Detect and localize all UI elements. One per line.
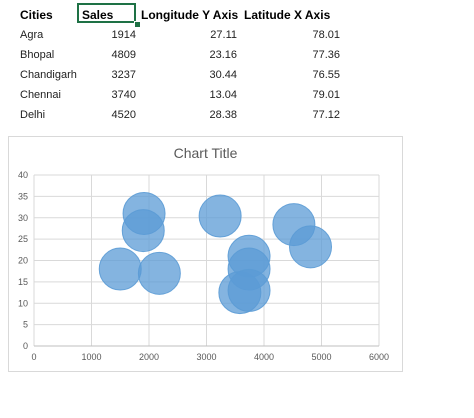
cell-sales[interactable]: 4809 — [111, 49, 136, 61]
cell-city[interactable]: Agra — [20, 29, 44, 41]
plot-area: 0 5 10 15 20 25 30 35 40 0 1000 2000 3000 4000 5000 600… — [18, 170, 389, 362]
cell-latitude[interactable]: 77.12 — [312, 109, 340, 121]
cell-city[interactable]: Chandigarh — [20, 69, 77, 81]
cell-longitude[interactable]: 27.11 — [210, 29, 237, 41]
cell-latitude[interactable]: 78.01 — [312, 29, 340, 41]
cell-longitude[interactable]: 30.44 — [209, 69, 237, 81]
cell-latitude[interactable]: 76.55 — [312, 69, 340, 81]
spreadsheet-grid: Cities Sales Longitude Y Axis Latitude X… — [0, 0, 474, 130]
cell-sales[interactable]: 1914 — [111, 29, 136, 41]
cell-city[interactable]: Delhi — [20, 109, 46, 121]
header-latitude[interactable]: Latitude X Axis — [244, 8, 331, 22]
bubble-point[interactable] — [198, 194, 242, 238]
x-tick-label: 4000 — [254, 352, 274, 362]
bubble-point[interactable] — [137, 251, 181, 295]
y-tick-label: 35 — [18, 191, 28, 201]
y-tick-label: 5 — [23, 320, 28, 330]
y-tick-label: 25 — [18, 234, 28, 244]
cell-latitude[interactable]: 77.36 — [312, 49, 340, 61]
bubble-point[interactable] — [227, 268, 271, 312]
chart-title[interactable]: Chart Title — [173, 145, 238, 161]
cell-sales[interactable]: 3740 — [111, 89, 136, 101]
cell-latitude[interactable]: 79.01 — [312, 89, 340, 101]
y-tick-label: 30 — [18, 213, 28, 223]
x-tick-label: 6000 — [369, 352, 389, 362]
y-tick-label: 10 — [18, 298, 28, 308]
cell-longitude[interactable]: 23.16 — [209, 49, 237, 61]
y-tick-label: 40 — [18, 170, 28, 180]
y-tick-label: 20 — [18, 256, 28, 266]
x-tick-label: 3000 — [196, 352, 216, 362]
selected-cell-outline[interactable] — [77, 3, 136, 23]
y-tick-label: 15 — [18, 277, 28, 287]
header-longitude[interactable]: Longitude Y Axis — [141, 8, 239, 22]
x-tick-label: 0 — [31, 352, 36, 362]
cell-longitude[interactable]: 13.04 — [209, 89, 237, 101]
bubble-chart[interactable]: Chart Title 0 5 10 15 20 25 30 35 40 0 1000 2000 300… — [8, 136, 403, 372]
header-cities[interactable]: Cities — [20, 8, 53, 22]
x-tick-label: 2000 — [139, 352, 159, 362]
cell-longitude[interactable]: 28.38 — [209, 109, 237, 121]
cell-sales[interactable]: 4520 — [111, 109, 136, 121]
bubble-point[interactable] — [289, 225, 333, 269]
cell-city[interactable]: Bhopal — [20, 49, 55, 61]
cell-sales[interactable]: 3237 — [111, 69, 136, 81]
x-tick-label: 1000 — [81, 352, 101, 362]
fill-handle[interactable] — [134, 21, 141, 28]
cell-city[interactable]: Chennai — [20, 89, 61, 101]
bubble-point[interactable] — [121, 209, 165, 253]
y-tick-label: 0 — [23, 341, 28, 351]
bubble-point[interactable] — [98, 247, 142, 291]
x-tick-label: 5000 — [311, 352, 331, 362]
header-sales[interactable]: Sales — [82, 8, 114, 22]
